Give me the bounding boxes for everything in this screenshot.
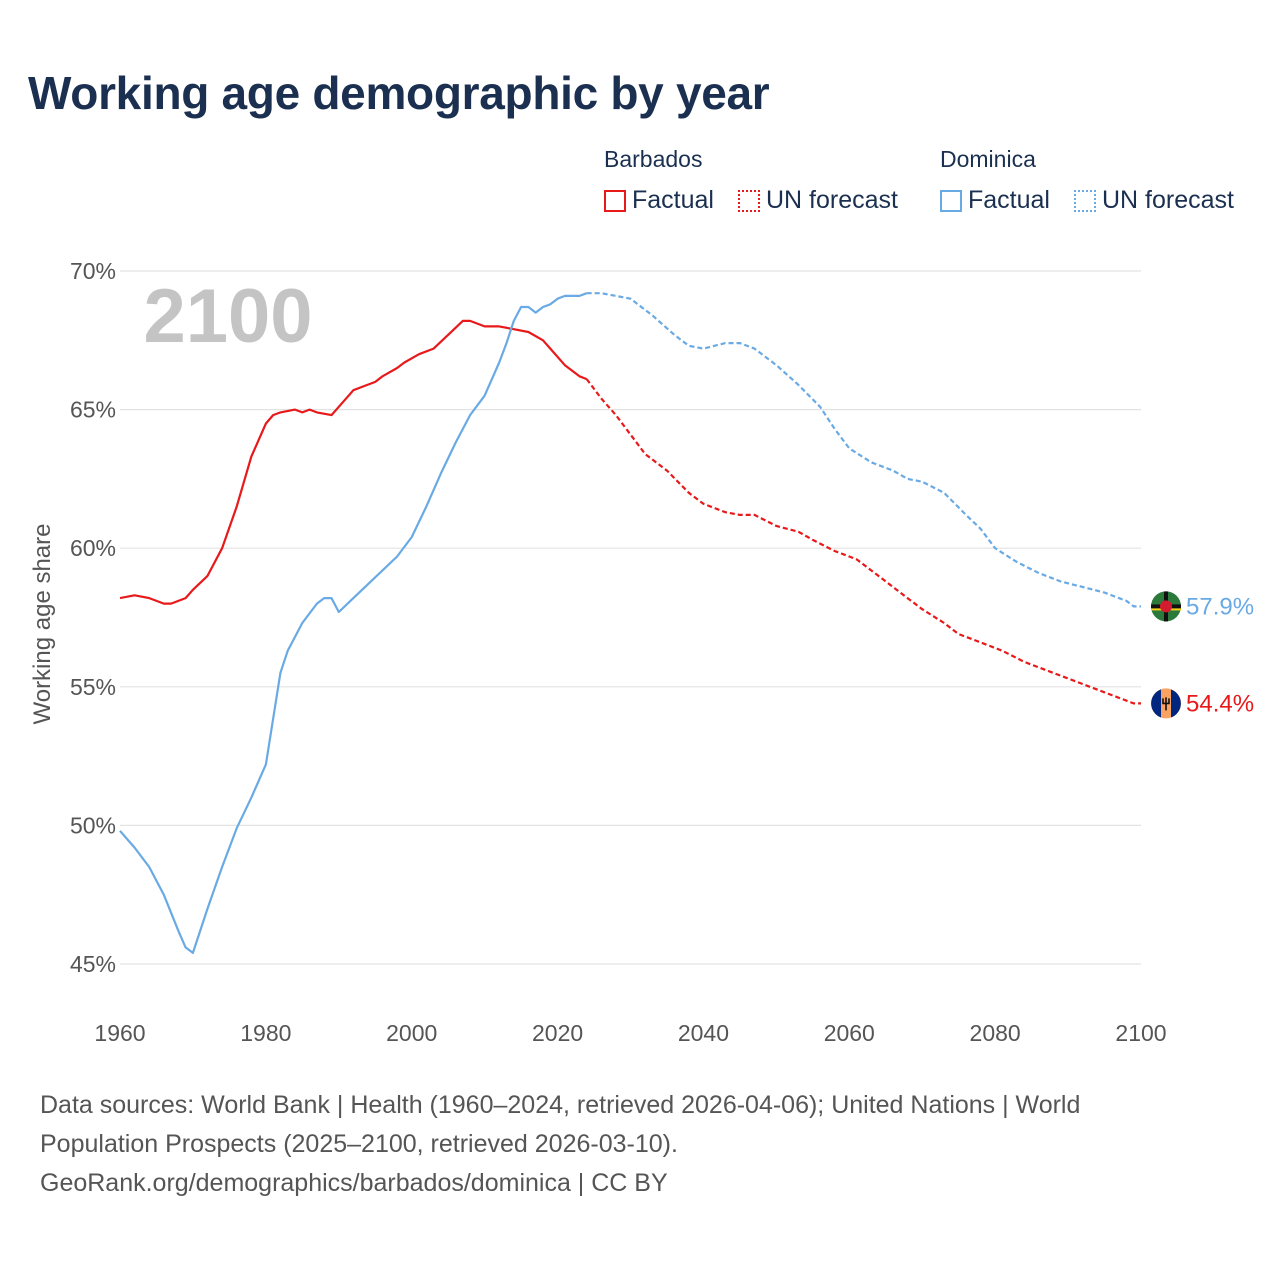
barbados-factual-line[interactable] <box>119 319 588 605</box>
x-tick-labels: 1960 1980 2000 2020 2040 2060 2080 2100 <box>94 1020 1166 1046</box>
x-tick-label: 2060 <box>824 1020 875 1046</box>
barbados-forecast-line[interactable] <box>585 378 1141 705</box>
end-markers: 57.9% 54.4% <box>1151 591 1254 719</box>
line-chart: 45% 50% 55% 60% 65% 70% 1960 1980 2000 2020 2040 2… <box>29 258 1254 1046</box>
legend-swatch-dotted <box>738 189 760 212</box>
flag-band <box>1151 689 1161 718</box>
gridlines <box>120 270 1141 965</box>
legend-item-barbados-forecast[interactable]: UN forecast <box>738 186 898 215</box>
legend-item-dominica-factual[interactable]: Factual <box>940 186 1050 215</box>
dominica-factual-line[interactable] <box>119 292 588 954</box>
y-tick-label: 60% <box>70 535 116 561</box>
dominica-flag-icon <box>1151 591 1181 622</box>
footer-sources: Data sources: World Bank | Health (1960–… <box>40 1086 1240 1203</box>
legend-group-name: Barbados <box>604 146 703 172</box>
footer-line: Population Prospects (2025–2100, retriev… <box>40 1130 678 1158</box>
legend-label: UN forecast <box>1102 186 1234 214</box>
legend-swatch-solid <box>940 189 962 212</box>
year-watermark: 2100 <box>143 274 312 359</box>
legend-item-dominica-forecast[interactable]: UN forecast <box>1074 186 1234 215</box>
x-tick-label: 2040 <box>678 1020 729 1046</box>
legend-label: UN forecast <box>766 186 898 214</box>
x-tick-label: 2080 <box>970 1020 1021 1046</box>
legend-swatch-solid <box>604 189 626 212</box>
x-tick-label: 2100 <box>1115 1020 1166 1046</box>
y-tick-label: 45% <box>70 951 116 977</box>
barbados-flag-icon <box>1151 688 1181 719</box>
x-tick-label: 2000 <box>386 1020 437 1046</box>
legend-group-name: Dominica <box>940 146 1036 172</box>
flag-disc <box>1160 600 1172 613</box>
y-tick-label: 65% <box>70 397 116 423</box>
legend-swatch-dotted <box>1074 189 1096 212</box>
dominica-forecast-line[interactable] <box>586 292 1141 608</box>
y-tick-label: 50% <box>70 812 116 838</box>
flag-band <box>1171 689 1181 718</box>
legend-label: Factual <box>632 186 714 214</box>
legend-label: Factual <box>968 186 1050 214</box>
series-lines <box>119 292 1141 954</box>
x-tick-label: 2020 <box>532 1020 583 1046</box>
footer-line: Data sources: World Bank | Health (1960–… <box>40 1091 1081 1119</box>
dominica-end-value-label: 57.9% <box>1186 593 1254 620</box>
barbados-end-value-label: 54.4% <box>1186 690 1254 717</box>
x-tick-label: 1980 <box>240 1020 291 1046</box>
x-tick-label: 1960 <box>94 1020 145 1046</box>
footer-line[interactable]: GeoRank.org/demographics/barbados/domini… <box>40 1169 668 1197</box>
y-axis-label: Working age share <box>29 524 56 725</box>
y-tick-label: 55% <box>70 674 116 700</box>
trident-mark <box>1162 697 1170 711</box>
legend-item-barbados-factual[interactable]: Factual <box>604 186 714 215</box>
y-tick-labels: 45% 50% 55% 60% 65% 70% <box>70 258 116 977</box>
y-tick-label: 70% <box>70 258 116 284</box>
chart-title: Working age demographic by year <box>28 67 770 119</box>
